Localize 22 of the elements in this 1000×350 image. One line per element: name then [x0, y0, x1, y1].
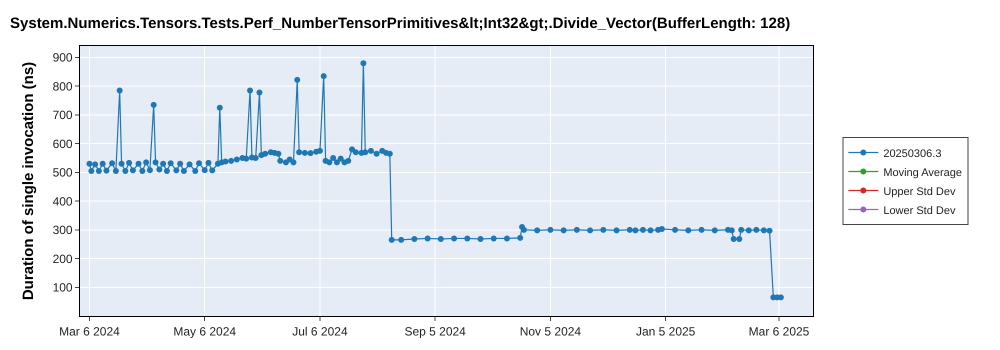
- y-tick-label: 600: [52, 136, 73, 151]
- legend-label: Moving Average: [883, 166, 962, 179]
- x-tick-label: Mar 6 2025: [748, 324, 810, 338]
- y-tick-label: 900: [52, 50, 73, 65]
- y-tick-label: 100: [52, 280, 73, 294]
- y-axis-title: Duration of single invocation (ns): [20, 62, 37, 300]
- y-tick-label: 200: [52, 252, 73, 266]
- chart-title: System.Numerics.Tensors.Tests.Perf_NumberTensorPrimitives&lt;Int32&gt;.Divide_Vector(BufferLength: 128): [10, 15, 790, 32]
- legend-label: 20250306.3: [883, 148, 942, 160]
- y-tick-label: 800: [52, 79, 73, 94]
- x-tick-label: Jan 5 2025: [636, 324, 696, 338]
- legend-label: Lower Std Dev: [883, 204, 956, 217]
- x-tick-label: Sep 5 2024: [404, 324, 466, 338]
- legend-label: Upper Std Dev: [883, 186, 956, 198]
- y-tick-label: 300: [52, 223, 73, 238]
- x-tick-label: Jul 6 2024: [292, 324, 348, 338]
- y-tick-label: 700: [52, 108, 73, 122]
- x-tick-label: May 6 2024: [173, 324, 236, 338]
- y-tick-label: 500: [52, 166, 73, 180]
- x-tick-label: Nov 5 2024: [520, 324, 582, 338]
- y-tick-label: 400: [52, 194, 73, 208]
- x-tick-label: Mar 6 2024: [59, 324, 120, 338]
